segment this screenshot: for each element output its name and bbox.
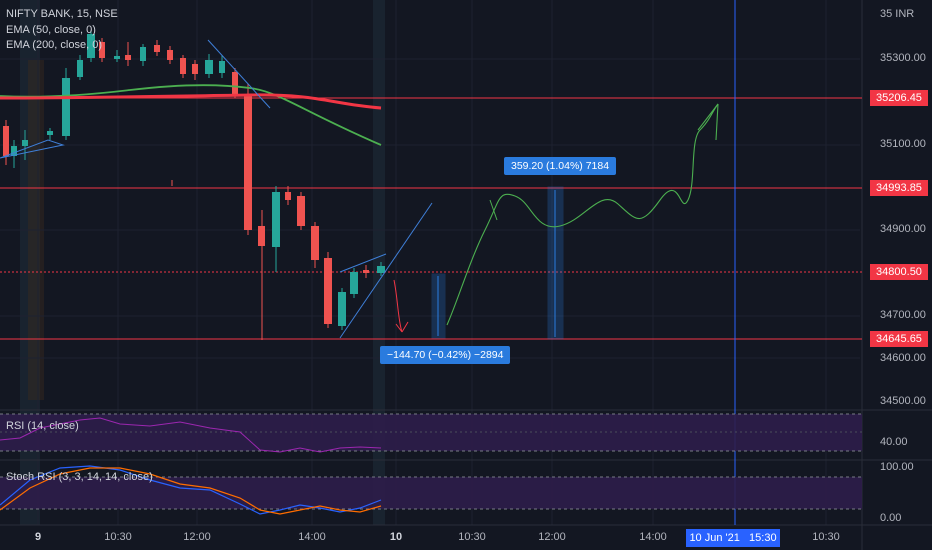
time-label: 14:00 — [298, 531, 326, 543]
crosshair-time-label: 10 Jun '21 15:30 — [686, 529, 780, 547]
ema-50-line[interactable] — [0, 84, 382, 146]
price-tag[interactable]: 34993.85 — [870, 180, 928, 196]
time-label: 9 — [34, 531, 42, 543]
symbol-title[interactable]: NIFTY BANK, 15, NSE — [6, 8, 118, 20]
measure-label-down[interactable]: −144.70 (−0.42%) −2894 — [380, 346, 511, 364]
session-highlight — [373, 0, 385, 525]
currency-label: 35 INR — [880, 8, 915, 20]
arrow-drawing[interactable] — [393, 279, 409, 333]
time-label: 14:00 — [639, 531, 667, 543]
price-label: 34900.00 — [880, 223, 926, 235]
price-label: 34500.00 — [880, 395, 926, 407]
candlestick-series[interactable] — [3, 30, 385, 340]
stoch-k-line[interactable] — [0, 465, 382, 515]
projection-drawing[interactable] — [446, 103, 719, 326]
stoch-band — [0, 477, 862, 509]
price-label: 34600.00 — [880, 352, 926, 364]
projection-arrowhead — [697, 103, 719, 141]
time-label: 10:30 — [812, 531, 840, 543]
crosshair-time: 15:30 — [749, 532, 777, 544]
price-label: 35100.00 — [880, 138, 926, 150]
rsi-legend[interactable]: RSI (14, close) — [6, 420, 79, 432]
ema200-legend[interactable]: EMA (200, close, 0) — [6, 39, 102, 51]
trendline-drawings[interactable] — [0, 39, 433, 339]
price-label: 34700.00 — [880, 309, 926, 321]
time-label: 10 — [389, 531, 403, 543]
time-label: 10:30 — [458, 531, 486, 543]
time-label: 12:00 — [183, 531, 211, 543]
horizontal-lines[interactable] — [0, 97, 862, 340]
ema50-legend[interactable]: EMA (50, close, 0) — [6, 24, 96, 36]
time-label: 10:30 — [104, 531, 132, 543]
price-tag[interactable]: 34800.50 — [870, 264, 928, 280]
stoch-d-line[interactable] — [0, 467, 382, 515]
stoch-legend[interactable]: Stoch RSI (3, 3, 14, 14, close) — [6, 471, 153, 483]
crosshair-date: 10 Jun '21 — [689, 532, 740, 544]
price-tag[interactable]: 34645.65 — [870, 331, 928, 347]
rsi-line[interactable] — [0, 417, 382, 453]
projection-drawing — [489, 199, 498, 221]
time-label: 12:00 — [538, 531, 566, 543]
price-tag[interactable]: 35206.45 — [870, 90, 928, 106]
stoch-axis-label: 100.00 — [880, 461, 914, 473]
stoch-axis-label: 0.00 — [880, 512, 902, 524]
price-label: 35300.00 — [880, 52, 926, 64]
rsi-axis-label: 40.00 — [880, 436, 908, 448]
ema-200-line[interactable] — [0, 93, 382, 110]
measure-label-up[interactable]: 359.20 (1.04%) 7184 — [504, 157, 617, 175]
